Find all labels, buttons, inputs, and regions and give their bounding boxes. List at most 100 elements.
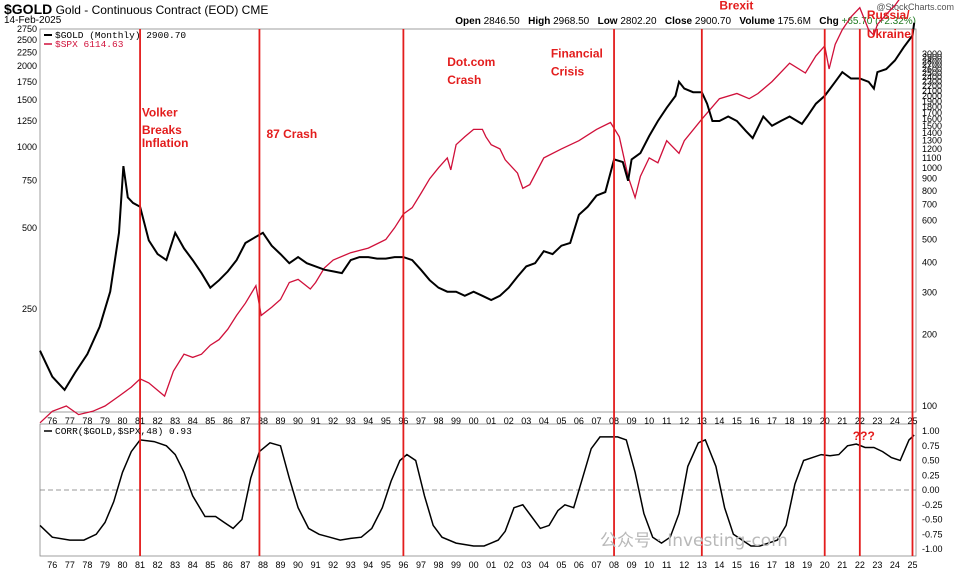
corr-x-axis-year-label: 99	[451, 560, 461, 570]
right-axis-tick-label: 1400	[922, 128, 942, 138]
corr-x-axis-year-label: 11	[662, 560, 671, 570]
high-label: High	[528, 16, 551, 27]
corr-x-axis-year-label: 18	[785, 560, 795, 570]
right-axis-tick-label: 2400	[922, 72, 942, 82]
left-axis-tick-label: 1750	[17, 77, 37, 87]
close-value: 2900.70	[694, 16, 732, 27]
symbol: $GOLD	[4, 1, 53, 17]
corr-x-axis-year-label: 17	[767, 560, 777, 570]
corr-x-axis-year-label: 16	[749, 560, 759, 570]
corr-x-axis-year-label: 19	[802, 560, 812, 570]
corr-axis-tick-label: 0.25	[922, 470, 940, 480]
right-axis-tick-label: 1300	[922, 136, 942, 146]
right-axis-tick-label: 2100	[922, 86, 942, 96]
x-axis-year-label: 24	[890, 416, 900, 426]
left-axis-tick-label: 2250	[17, 47, 37, 57]
spx-legend-label: $SPX 6114.63	[55, 39, 124, 50]
gold-legend-label: $GOLD (Monthly) 2900.70	[55, 30, 186, 41]
x-axis-year-label: 76	[47, 416, 57, 426]
x-axis-year-label: 80	[118, 416, 128, 426]
corr-axis-tick-label: -0.75	[922, 529, 943, 539]
main-panel-frame	[39, 28, 917, 413]
right-axis-tick-label: 1500	[922, 121, 942, 131]
x-axis-year-label: 14	[714, 416, 724, 426]
gold-series-line	[39, 22, 916, 392]
credit: @StockCharts.com	[876, 2, 954, 12]
corr-x-axis-year-label: 90	[293, 560, 303, 570]
legend: $GOLD (Monthly) 2900.70$SPX 6114.63 CORR(…	[44, 30, 192, 437]
x-axis-year-label: 07	[591, 416, 601, 426]
x-axis-year-label: 84	[188, 416, 198, 426]
x-axis-year-label: 21	[837, 416, 847, 426]
corr-axis-tick-label: 0.00	[922, 485, 940, 495]
x-axis-year-label: 89	[275, 416, 285, 426]
left-axis-tick-label: 750	[22, 176, 37, 186]
x-axis-year-label: 83	[170, 416, 180, 426]
corr-x-axis-year-label: 95	[381, 560, 391, 570]
x-axis-year-label: 19	[802, 416, 812, 426]
x-axis-year-label: 18	[785, 416, 795, 426]
right-axis-tick-label: 2000	[922, 91, 942, 101]
corr-title: CORR($GOLD,$SPX,48) 0.93	[55, 426, 192, 437]
corr-x-axis-year-label: 82	[153, 560, 163, 570]
right-axis-tick-label: 1200	[922, 144, 942, 154]
left-axis-tick-label: 1000	[17, 142, 37, 152]
right-axis-tick-label: 1600	[922, 114, 942, 124]
x-axis-year-label: 02	[504, 416, 514, 426]
right-axis-tick-label: 1800	[922, 102, 942, 112]
right-axis-tick-label: 2300	[922, 77, 942, 87]
corr-x-axis-year-label: 98	[433, 560, 443, 570]
right-axis-tick-label: 700	[922, 200, 937, 210]
right-axis-tick-label: 800	[922, 186, 937, 196]
x-axis-year-label: 90	[293, 416, 303, 426]
corr-x-axis-year-label: 96	[398, 560, 408, 570]
event-annotation: 87 Crash	[266, 127, 317, 141]
right-axis-tick-label: 300	[922, 287, 937, 297]
right-axis-tick-label: 100	[922, 401, 937, 411]
corr-x-axis-year-label: 77	[65, 560, 75, 570]
x-axis-year-label: 77	[65, 416, 75, 426]
corr-axis-tick-label: 0.50	[922, 456, 940, 466]
event-annotation: Volker	[142, 105, 178, 119]
x-axis-year-label: 17	[767, 416, 777, 426]
volume-label: Volume	[739, 16, 775, 27]
open-value: 2846.50	[483, 16, 520, 27]
corr-x-axis-year-label: 97	[416, 560, 426, 570]
corr-x-axis-year-label: 87	[240, 560, 250, 570]
x-axis-year-label: 78	[82, 416, 92, 426]
x-axis-year-label: 93	[346, 416, 356, 426]
corr-x-axis-year-label: 21	[837, 560, 847, 570]
x-axis-year-label: 99	[451, 416, 461, 426]
event-annotation: Financial	[551, 47, 603, 61]
corr-x-axis-year-label: 09	[627, 560, 637, 570]
corr-x-axis-year-label: 05	[556, 560, 566, 570]
chart-title: $GOLD Gold - Continuous Contract (EOD) C…	[4, 1, 268, 17]
x-axis-year-label: 11	[662, 416, 671, 426]
corr-x-axis-year-label: 80	[118, 560, 128, 570]
corr-x-axis-year-label: 86	[223, 560, 233, 570]
right-axis-tick-label: 2500	[922, 68, 942, 78]
x-axis-year-label: 82	[153, 416, 163, 426]
right-axis-tick-label: 2600	[922, 64, 942, 74]
x-axis-year-label: 12	[679, 416, 689, 426]
right-axis-tick-label: 2800	[922, 56, 942, 66]
corr-axis-tick-label: 1.00	[922, 426, 940, 436]
right-axis-tick-label: 900	[922, 174, 937, 184]
corr-x-axis-year-label: 91	[311, 560, 321, 570]
corr-x-axis-year-label: 89	[275, 560, 285, 570]
corr-x-axis-year-label: 02	[504, 560, 514, 570]
corr-x-axis-year-label: 08	[609, 560, 619, 570]
x-axis-year-label: 79	[100, 416, 110, 426]
corr-x-axis-year-label: 23	[872, 560, 882, 570]
x-axis-year-label: 91	[311, 416, 321, 426]
x-axis-year-label: 98	[433, 416, 443, 426]
event-annotation: Brexit	[719, 0, 753, 12]
x-axis-year-label: 15	[732, 416, 742, 426]
right-axis-tick-label: 1700	[922, 108, 942, 118]
corr-x-axis-year-label: 22	[855, 560, 865, 570]
corr-x-axis-year-label: 14	[714, 560, 724, 570]
corr-x-axis-year-label: 92	[328, 560, 338, 570]
corr-x-axis-year-label: 81	[135, 560, 145, 570]
